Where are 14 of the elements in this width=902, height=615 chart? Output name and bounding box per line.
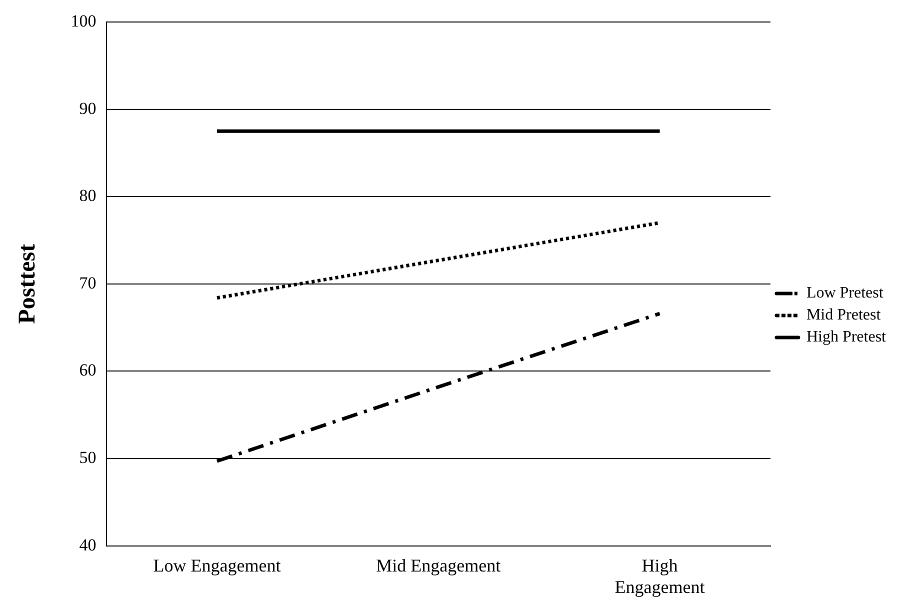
x-tick-label: Mid Engagement — [376, 555, 501, 576]
legend-label: High Pretest — [806, 328, 887, 346]
legend-label: Mid Pretest — [806, 306, 882, 324]
y-tick-label: 40 — [79, 535, 96, 554]
y-tick-label: 50 — [79, 448, 96, 467]
y-tick-label: 100 — [70, 11, 96, 30]
y-tick-label: 70 — [79, 273, 96, 292]
legend-label: Low Pretest — [806, 284, 884, 302]
x-tick-label: Low Engagement — [153, 555, 281, 576]
y-tick-label: 90 — [79, 98, 96, 118]
y-tick-label: 60 — [79, 360, 96, 380]
x-tick-label: High Engagement — [614, 555, 705, 597]
y-axis-title: Posttest — [14, 244, 41, 324]
y-tick-label: 80 — [79, 186, 96, 206]
